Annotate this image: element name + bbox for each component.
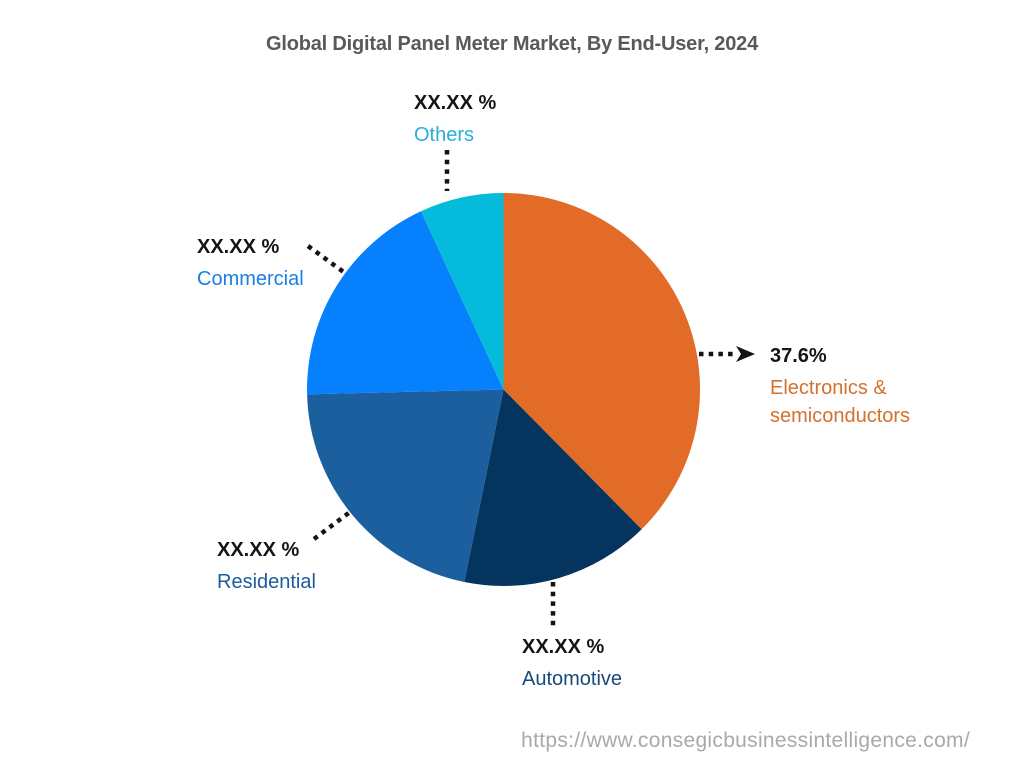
leader-lines	[306, 150, 736, 630]
automotive-percent: XX.XX %	[522, 636, 605, 658]
residential-percent: XX.XX %	[217, 539, 300, 561]
commercial-percent: XX.XX %	[197, 236, 280, 258]
label-commercial: XX.XX % Commercial	[197, 235, 304, 293]
commercial-leader-line	[306, 244, 347, 275]
pie-slice-residential	[307, 389, 504, 582]
source-url: https://www.consegicbusinessintelligence…	[521, 729, 970, 752]
pie-slice-electronics-semiconductors	[503, 193, 701, 530]
chart-title: Global Digital Panel Meter Market, By En…	[266, 33, 758, 55]
others-name: Others	[414, 124, 475, 146]
electronics-name: Electronics & semiconductors	[770, 377, 911, 427]
label-others: XX.XX % Others	[414, 91, 496, 149]
arrow-icon	[736, 346, 755, 362]
electronics-percent: 37.6%	[770, 345, 827, 367]
residential-leader-line	[312, 510, 352, 541]
residential-name: Residential	[217, 571, 316, 593]
automotive-name: Automotive	[522, 668, 623, 690]
pie-slice-automotive	[464, 389, 642, 586]
pie-slice-others	[421, 193, 504, 390]
label-residential: XX.XX % Residential	[217, 538, 316, 596]
label-automotive: XX.XX % Automotive	[522, 635, 622, 693]
pie-slice-commercial	[307, 211, 504, 395]
commercial-name: Commercial	[197, 268, 304, 290]
pie-slices	[307, 193, 701, 586]
others-percent: XX.XX %	[414, 92, 497, 114]
label-electronics: 37.6% Electronics & semiconductors	[770, 344, 932, 430]
